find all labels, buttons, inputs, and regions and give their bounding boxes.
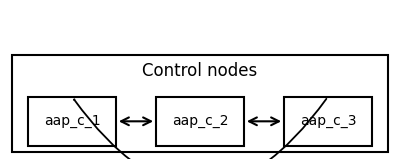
Text: aap_c_1: aap_c_1 [44,114,100,128]
FancyArrowPatch shape [74,99,326,159]
Bar [12,55,388,152]
Bar [284,97,372,146]
Text: aap_c_2: aap_c_2 [172,114,228,128]
Text: Control nodes: Control nodes [142,62,258,80]
Bar [28,97,116,146]
Bar [156,97,244,146]
Text: aap_c_3: aap_c_3 [300,114,356,128]
